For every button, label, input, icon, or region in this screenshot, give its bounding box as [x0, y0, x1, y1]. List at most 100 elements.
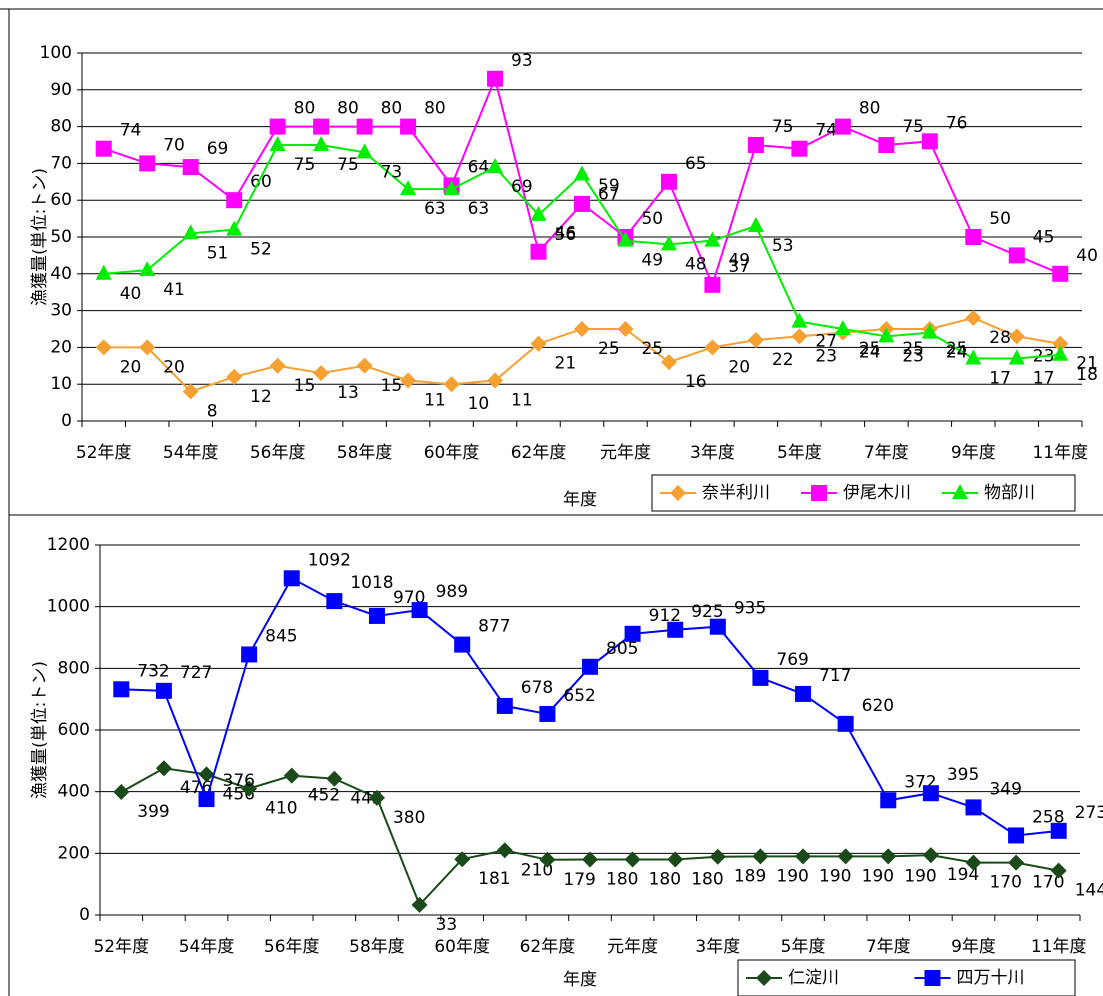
x-tick-label: 元年度 — [607, 937, 658, 957]
data-label: 51 — [207, 243, 229, 263]
marker — [952, 484, 968, 499]
marker — [411, 896, 428, 913]
marker — [269, 118, 286, 135]
marker — [921, 323, 938, 339]
marker — [965, 229, 982, 245]
data-label: 25 — [859, 339, 881, 359]
data-label: 349 — [989, 779, 1021, 799]
marker — [811, 485, 827, 501]
data-label: 80 — [337, 99, 359, 119]
data-label: 67 — [598, 184, 620, 204]
y-axis-title: 漁獲量(単位:トン) — [30, 168, 50, 306]
marker — [747, 137, 764, 153]
marker — [582, 851, 598, 868]
data-label: 13 — [337, 383, 359, 403]
marker — [791, 140, 808, 157]
legend-label: 仁淀川 — [788, 968, 839, 988]
data-label: 1018 — [350, 573, 393, 593]
marker — [878, 137, 895, 153]
data-label: 190 — [819, 866, 851, 886]
y-tick-label: 1200 — [47, 535, 90, 555]
marker — [241, 780, 258, 797]
data-label: 189 — [734, 867, 766, 887]
data-label: 380 — [393, 808, 425, 828]
marker — [965, 349, 982, 365]
data-label: 395 — [947, 765, 979, 785]
data-label: 17 — [989, 368, 1011, 388]
marker — [326, 593, 343, 610]
marker — [747, 332, 764, 349]
data-label: 80 — [859, 99, 881, 119]
data-label: 93 — [511, 51, 533, 71]
marker — [709, 618, 726, 635]
y-tick-label: 70 — [50, 153, 72, 173]
data-label: 845 — [265, 626, 297, 646]
data-label: 73 — [381, 162, 403, 182]
data-label: 452 — [308, 786, 340, 806]
data-label: 48 — [685, 254, 707, 274]
y-tick-label: 200 — [58, 843, 90, 863]
marker — [791, 312, 808, 328]
marker — [226, 368, 243, 385]
marker — [965, 799, 982, 816]
marker — [574, 165, 590, 181]
marker — [368, 789, 385, 806]
marker — [356, 143, 373, 159]
data-label: 49 — [728, 251, 750, 271]
data-label: 22 — [772, 350, 794, 370]
data-label: 652 — [563, 686, 595, 706]
data-label: 190 — [776, 866, 808, 886]
legend-label: 伊尾木川 — [843, 483, 911, 503]
marker — [313, 118, 330, 135]
marker — [1052, 265, 1069, 282]
data-label: 23 — [815, 346, 837, 366]
x-tick-label: 58年度 — [349, 937, 405, 957]
marker — [530, 243, 547, 260]
data-label: 24 — [859, 343, 881, 363]
x-tick-label: 62年度 — [520, 937, 576, 957]
marker — [837, 848, 854, 865]
marker — [443, 376, 460, 393]
x-tick-label: 52年度 — [93, 937, 149, 957]
marker — [530, 205, 547, 221]
marker — [400, 372, 417, 389]
data-label: 410 — [265, 799, 297, 819]
y-tick-label: 800 — [58, 658, 90, 678]
marker — [752, 848, 769, 865]
data-label: 732 — [137, 661, 169, 681]
series-line — [103, 75, 1061, 288]
y-tick-label: 0 — [61, 411, 72, 431]
data-label: 16 — [685, 372, 707, 392]
data-label: 74 — [815, 121, 837, 141]
marker — [660, 354, 677, 371]
y-tick-label: 400 — [58, 782, 90, 802]
x-tick-label: 60年度 — [434, 937, 490, 957]
marker — [182, 383, 199, 400]
data-label: 180 — [649, 870, 681, 890]
data-label: 20 — [728, 357, 750, 377]
marker — [95, 140, 112, 157]
marker — [834, 320, 851, 335]
marker — [922, 785, 939, 802]
marker — [313, 136, 330, 151]
marker — [95, 264, 112, 280]
data-label: 63 — [424, 199, 446, 219]
marker — [443, 180, 460, 196]
marker — [660, 173, 677, 190]
marker — [487, 158, 504, 174]
y-tick-label: 30 — [50, 301, 72, 321]
marker — [1050, 822, 1067, 839]
y-tick-label: 0 — [79, 905, 90, 925]
marker — [487, 70, 504, 87]
data-label: 37 — [728, 257, 750, 277]
data-label: 1092 — [308, 550, 351, 570]
marker — [574, 321, 590, 337]
data-label: 74 — [120, 121, 142, 141]
marker — [667, 851, 684, 868]
marker — [313, 365, 330, 382]
y-tick-label: 60 — [50, 190, 72, 210]
data-label: 190 — [904, 866, 936, 886]
data-label: 376 — [223, 771, 255, 791]
marker — [496, 842, 513, 859]
y-tick-label: 20 — [50, 337, 72, 357]
